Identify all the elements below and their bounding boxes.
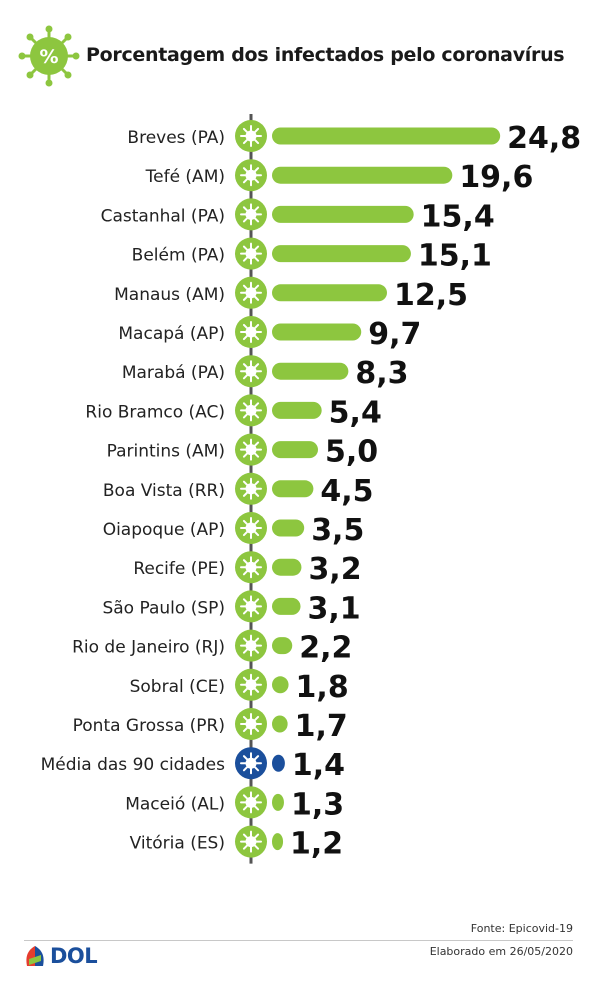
category-label: Sobral (CE) bbox=[130, 677, 225, 697]
virus-marker-icon bbox=[235, 159, 267, 192]
value-label: 24,8 bbox=[507, 121, 581, 156]
value-label: 8,3 bbox=[355, 356, 408, 391]
bar bbox=[272, 833, 284, 851]
category-label: Oiapoque (AP) bbox=[103, 520, 225, 540]
virus-marker-icon bbox=[235, 512, 267, 544]
virus-marker-icon bbox=[235, 708, 267, 740]
logo-text: DOL bbox=[50, 944, 98, 968]
value-label: 4,5 bbox=[320, 474, 373, 509]
virus-marker-icon bbox=[235, 786, 267, 819]
category-label: Ponta Grossa (PR) bbox=[73, 716, 225, 736]
bar bbox=[272, 637, 293, 655]
category-label: Manaus (AM) bbox=[114, 285, 225, 305]
category-label: São Paulo (SP) bbox=[102, 598, 225, 618]
date-note: Elaborado em 26/05/2020 bbox=[429, 945, 573, 958]
bar bbox=[272, 793, 284, 811]
virus-marker-icon bbox=[235, 629, 267, 662]
virus-percent-icon: % bbox=[18, 25, 80, 87]
virus-marker-icon bbox=[235, 237, 267, 270]
category-label: Rio Bramco (AC) bbox=[85, 402, 225, 422]
bar bbox=[272, 519, 305, 537]
bar bbox=[272, 480, 314, 498]
virus-marker-icon bbox=[235, 551, 267, 584]
bar bbox=[272, 166, 453, 184]
bar bbox=[272, 245, 411, 263]
bar bbox=[272, 127, 501, 145]
bar bbox=[272, 323, 362, 341]
bar bbox=[272, 597, 301, 615]
virus-marker-icon bbox=[235, 825, 267, 858]
category-label: Marabá (PA) bbox=[122, 363, 225, 383]
chart-header: % Porcentagem dos infectados pelo corona… bbox=[0, 0, 607, 90]
virus-marker-icon bbox=[235, 276, 267, 309]
value-label: 3,2 bbox=[308, 552, 361, 587]
virus-marker-icon bbox=[235, 120, 267, 152]
virus-marker-icon bbox=[235, 747, 267, 780]
bar bbox=[272, 676, 289, 694]
value-label: 5,0 bbox=[325, 435, 378, 470]
value-label: 15,1 bbox=[418, 239, 492, 274]
value-label: 2,2 bbox=[299, 631, 352, 666]
category-label: Maceió (AL) bbox=[125, 794, 225, 814]
value-label: 19,6 bbox=[459, 160, 533, 195]
value-label: 1,4 bbox=[292, 748, 345, 783]
category-label: Média das 90 cidades bbox=[41, 755, 225, 775]
footer-divider bbox=[24, 940, 573, 941]
category-label: Castanhal (PA) bbox=[101, 206, 225, 226]
category-label: Vitória (ES) bbox=[130, 834, 225, 854]
bar bbox=[272, 205, 414, 223]
virus-marker-icon bbox=[235, 472, 267, 505]
virus-marker-icon bbox=[235, 355, 267, 388]
virus-marker-icon bbox=[235, 198, 267, 231]
value-label: 12,5 bbox=[394, 278, 468, 313]
bar bbox=[272, 362, 349, 380]
value-label: 1,7 bbox=[295, 709, 348, 744]
source-note: Fonte: Epicovid-19 bbox=[470, 922, 573, 935]
bar bbox=[272, 441, 318, 459]
virus-marker-icon bbox=[235, 590, 267, 623]
value-label: 1,8 bbox=[296, 670, 349, 705]
bar bbox=[272, 558, 302, 576]
virus-marker-icon bbox=[235, 433, 267, 466]
category-label: Tefé (AM) bbox=[145, 167, 225, 187]
category-label: Boa Vista (RR) bbox=[103, 481, 225, 501]
category-label: Macapá (AP) bbox=[118, 324, 225, 344]
category-label: Parintins (AM) bbox=[107, 442, 225, 462]
chart-title: Porcentagem dos infectados pelo coronaví… bbox=[86, 44, 565, 66]
virus-marker-icon bbox=[235, 394, 267, 427]
value-label: 9,7 bbox=[368, 317, 421, 352]
category-label: Rio de Janeiro (RJ) bbox=[72, 638, 225, 658]
category-label: Recife (PE) bbox=[133, 559, 225, 579]
value-label: 3,5 bbox=[311, 513, 364, 548]
bar bbox=[272, 401, 322, 419]
value-label: 5,4 bbox=[329, 395, 382, 430]
badge-symbol: % bbox=[39, 46, 58, 68]
value-label: 3,1 bbox=[308, 591, 361, 626]
value-label: 1,3 bbox=[291, 787, 344, 822]
category-label: Breves (PA) bbox=[127, 128, 225, 148]
value-label: 1,2 bbox=[290, 827, 343, 862]
bar bbox=[272, 754, 285, 772]
value-label: 15,4 bbox=[421, 199, 495, 234]
virus-marker-icon bbox=[235, 668, 267, 701]
virus-marker-icon bbox=[235, 316, 267, 348]
category-label: Belém (PA) bbox=[132, 246, 225, 266]
bar bbox=[272, 284, 387, 302]
dol-logo-mark bbox=[26, 946, 44, 966]
bar bbox=[272, 715, 288, 733]
